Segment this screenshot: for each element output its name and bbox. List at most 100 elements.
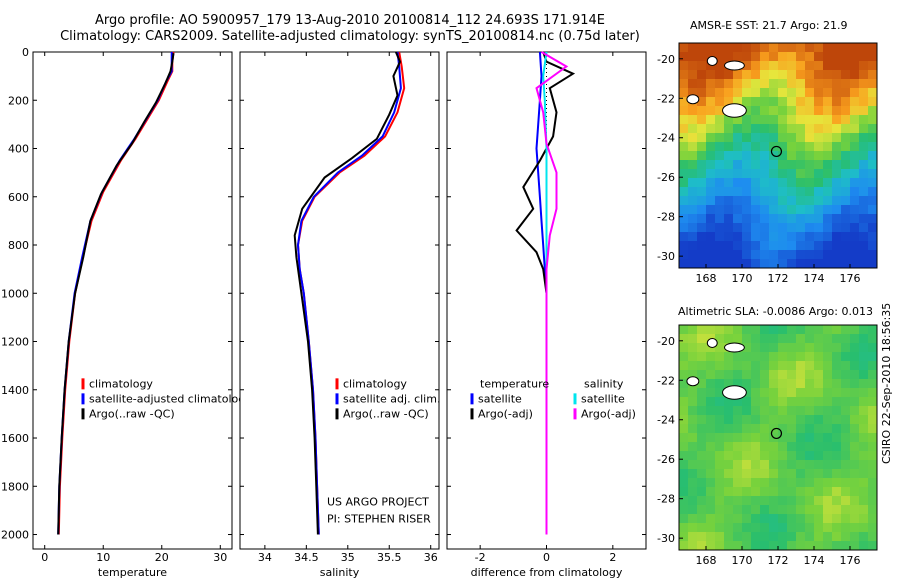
sla-map-cell (814, 532, 824, 542)
sla-map-cell (760, 514, 770, 524)
sst-map-cell (733, 250, 743, 260)
sla-map-cell (769, 361, 779, 371)
sst-map-cell (742, 178, 752, 188)
sla-map-cell (706, 469, 716, 479)
sst-map-cell (679, 61, 689, 71)
sst-map-cell (760, 187, 770, 197)
depth-tick-label: 1400 (1, 384, 29, 397)
sla-map-cell (733, 370, 743, 380)
sla-map-cell (769, 496, 779, 506)
sst-map-cell (679, 241, 689, 251)
sst-map-cell (859, 97, 869, 107)
sla-map-cell (859, 325, 869, 335)
sst-map-cell (805, 133, 815, 143)
sla-map-cell (724, 352, 734, 362)
difference-legend-label: Argo(-adj) (581, 407, 636, 420)
sst-map-cell (742, 142, 752, 152)
sst-map-cell (805, 205, 815, 215)
sla-map-cell (760, 397, 770, 407)
sla-map-cell (787, 514, 797, 524)
sla-map-cell (841, 415, 851, 425)
sla-map-cell (850, 433, 860, 443)
sst-map-cell (868, 196, 877, 206)
sst-map-cell (850, 187, 860, 197)
sst-map-cell (796, 223, 806, 233)
sst-map-cell (859, 106, 869, 116)
sst-map-cell (751, 52, 761, 62)
sst-map-cell (868, 142, 877, 152)
sst-map-cell (706, 160, 716, 170)
sst-map-cell (859, 151, 869, 161)
sst-map-cell (814, 250, 824, 260)
sla-map-cell (823, 424, 833, 434)
sst-map-xtick-label: 174 (804, 272, 825, 285)
sst-map-ytick-label: -22 (657, 92, 675, 105)
sla-map-cell (823, 415, 833, 425)
sla-map-cell (832, 505, 842, 515)
sst-map-cell (724, 214, 734, 224)
sst-map-cell (832, 70, 842, 80)
sst-map-cell (706, 241, 716, 251)
difference-legend-temperature-header: temperature (480, 377, 549, 390)
sst-map-cell (742, 259, 752, 268)
sst-map-cell (823, 241, 833, 251)
sla-map-cell (733, 352, 743, 362)
sla-map-cell (706, 541, 716, 550)
sla-map-cell (805, 541, 815, 550)
sst-map-coastline (722, 103, 747, 118)
sst-map-cell (796, 151, 806, 161)
sst-map-cell (733, 259, 743, 268)
temperature-axes-box (32, 51, 233, 550)
sst-map-cell (679, 106, 689, 116)
sla-map-cell (769, 541, 779, 550)
sla-map-cell (868, 451, 877, 461)
sla-map-cell (859, 541, 869, 550)
sla-map-cell (733, 361, 743, 371)
sla-map-cell (841, 397, 851, 407)
sla-map-cell (796, 487, 806, 497)
sst-map-cell (715, 232, 725, 242)
sst-map-cell (814, 160, 824, 170)
sla-map-cell (706, 478, 716, 488)
sla-map-cell (823, 487, 833, 497)
sst-map-cell (742, 151, 752, 161)
sla-map-cell (832, 541, 842, 550)
temperature-legend-label: satellite-adjusted climatology (89, 392, 252, 405)
sst-map-cell (679, 250, 689, 260)
sst-map-cell (724, 43, 734, 53)
sla-map-cell (742, 496, 752, 506)
sst-map-cell (742, 214, 752, 224)
sst-map-cell (760, 97, 770, 107)
sst-map-cell (697, 214, 707, 224)
sst-map-cell (715, 106, 725, 116)
sst-map-cell (859, 142, 869, 152)
sla-map-cell (679, 415, 689, 425)
sst-map-cell (769, 196, 779, 206)
sla-map-cell (814, 361, 824, 371)
sla-map-cell (823, 379, 833, 389)
sst-map-cell (823, 43, 833, 53)
sla-map-cell (760, 433, 770, 443)
sst-map-cell (724, 205, 734, 215)
sla-map-cell (787, 523, 797, 533)
sst-map-cell (733, 214, 743, 224)
sst-map-cell (724, 70, 734, 80)
sla-map-cell (751, 505, 761, 515)
sst-map-cell (850, 259, 860, 268)
sla-map-cell (787, 442, 797, 452)
sst-map-cell (841, 151, 851, 161)
sla-map-cell (850, 541, 860, 550)
sla-map-cell (850, 370, 860, 380)
sst-map-cell (814, 124, 824, 134)
sla-map-cell (706, 505, 716, 515)
sst-map-cell (868, 160, 877, 170)
sst-map-cell (760, 241, 770, 251)
difference-legend-label: satellite (478, 392, 522, 405)
sla-map-cell (715, 388, 725, 398)
sla-map-cell (778, 397, 788, 407)
sla-map-cell (859, 451, 869, 461)
temperature-legend-label: Argo(..raw -QC) (89, 407, 175, 420)
figure-title-line1: Argo profile: AO 5900957_179 13-Aug-2010… (95, 13, 605, 28)
sst-map-cell (805, 79, 815, 89)
sla-map-cell (778, 424, 788, 434)
